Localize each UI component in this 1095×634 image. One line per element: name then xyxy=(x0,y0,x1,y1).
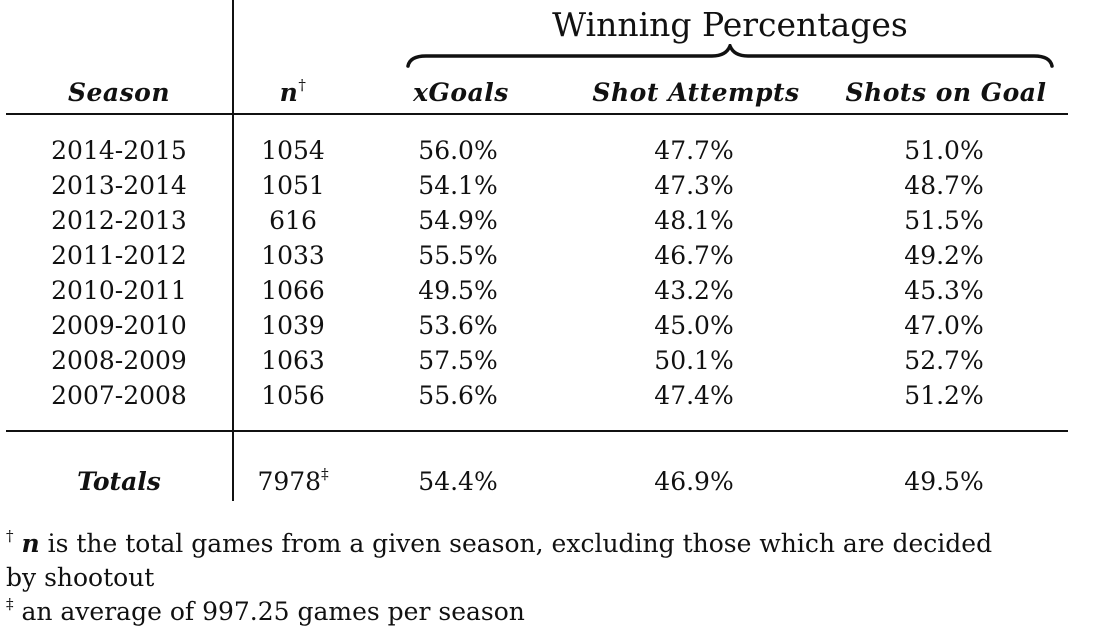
totals-label: Totals xyxy=(77,467,161,496)
cell-shots-on-goal: 51.5% xyxy=(904,206,984,235)
cell-season: 2011-2012 xyxy=(51,241,187,270)
cell-n: 1039 xyxy=(261,311,325,340)
cell-season: 2008-2009 xyxy=(51,346,187,375)
cell-season: 2007-2008 xyxy=(51,381,187,410)
cell-n: 1056 xyxy=(261,381,325,410)
header-xgoals: xGoals xyxy=(413,78,509,107)
header-n: n† xyxy=(279,75,307,108)
footnote-double-dagger: ‡ an average of 997.25 games per season xyxy=(6,594,525,627)
header-season: Season xyxy=(67,78,171,107)
header-n-label: n xyxy=(279,78,299,107)
cell-shots-on-goal: 49.2% xyxy=(904,241,984,270)
cell-xgoals: 56.0% xyxy=(418,136,498,165)
totals-n: 7978‡ xyxy=(257,464,329,497)
header-rule xyxy=(6,113,1068,115)
footnote-dagger-line1: is the total games from a given season, … xyxy=(39,529,993,558)
cell-shot-attempts: 48.1% xyxy=(654,206,734,235)
cell-shot-attempts: 43.2% xyxy=(654,276,734,305)
cell-shot-attempts: 50.1% xyxy=(654,346,734,375)
cell-n: 1054 xyxy=(261,136,325,165)
cell-shot-attempts: 47.3% xyxy=(654,171,734,200)
header-shot-attempts: Shot Attempts xyxy=(592,78,800,107)
cell-n: 1066 xyxy=(261,276,325,305)
cell-season: 2014-2015 xyxy=(51,136,187,165)
cell-xgoals: 54.9% xyxy=(418,206,498,235)
double-dagger-mark: ‡ xyxy=(321,464,329,483)
cell-n: 1033 xyxy=(261,241,325,270)
cell-xgoals: 55.5% xyxy=(418,241,498,270)
cell-xgoals: 54.1% xyxy=(418,171,498,200)
cell-shot-attempts: 45.0% xyxy=(654,311,734,340)
totals-shot-attempts: 46.9% xyxy=(654,467,734,496)
dagger-mark: † xyxy=(298,75,307,94)
group-header: Winning Percentages xyxy=(552,5,908,44)
cell-shots-on-goal: 51.2% xyxy=(904,381,984,410)
cell-shot-attempts: 47.4% xyxy=(654,381,734,410)
footnote-dagger: † n is the total games from a given seas… xyxy=(6,526,993,559)
cell-shots-on-goal: 47.0% xyxy=(904,311,984,340)
cell-n: 1051 xyxy=(261,171,325,200)
cell-season: 2009-2010 xyxy=(51,311,187,340)
totals-n-value: 7978 xyxy=(257,467,322,496)
cell-n: 1063 xyxy=(261,346,325,375)
cell-season: 2012-2013 xyxy=(51,206,187,235)
cell-n: 616 xyxy=(269,206,317,235)
cell-shots-on-goal: 45.3% xyxy=(904,276,984,305)
footnote-double-dagger-text: an average of 997.25 games per season xyxy=(13,597,525,626)
totals-xgoals: 54.4% xyxy=(418,467,498,496)
cell-shot-attempts: 47.7% xyxy=(654,136,734,165)
cell-xgoals: 57.5% xyxy=(418,346,498,375)
cell-shot-attempts: 46.7% xyxy=(654,241,734,270)
footnote-double-dagger-mark: ‡ xyxy=(6,594,14,613)
cell-shots-on-goal: 48.7% xyxy=(904,171,984,200)
header-shots-on-goal: Shots on Goal xyxy=(845,78,1047,107)
footnote-dagger-continuation: by shootout xyxy=(6,563,155,592)
totals-rule xyxy=(6,430,1068,432)
cell-shots-on-goal: 52.7% xyxy=(904,346,984,375)
cell-xgoals: 53.6% xyxy=(418,311,498,340)
group-brace xyxy=(406,44,1054,68)
totals-shots-on-goal: 49.5% xyxy=(904,467,984,496)
cell-season: 2010-2011 xyxy=(51,276,187,305)
footnote-bold-term: n xyxy=(21,529,40,558)
cell-xgoals: 55.6% xyxy=(418,381,498,410)
cell-shots-on-goal: 51.0% xyxy=(904,136,984,165)
footnote-dagger-mark: † xyxy=(6,526,14,545)
cell-season: 2013-2014 xyxy=(51,171,187,200)
cell-xgoals: 49.5% xyxy=(418,276,498,305)
column-divider xyxy=(232,0,234,501)
